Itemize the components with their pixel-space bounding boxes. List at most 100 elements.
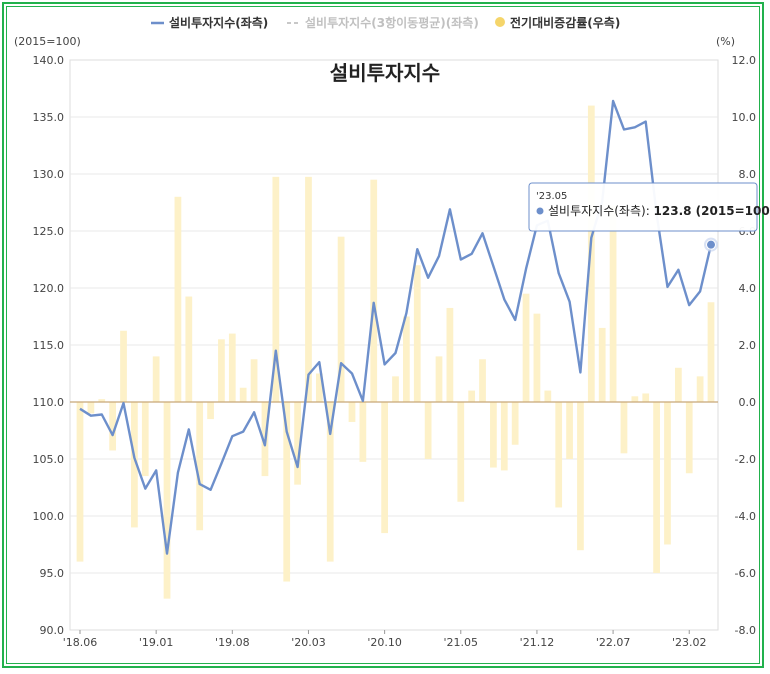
left-tick-label: 120.0 — [33, 282, 65, 295]
index-point — [405, 312, 408, 315]
index-point — [481, 232, 484, 235]
change-bar — [152, 356, 160, 402]
change-bar — [348, 402, 356, 422]
index-point — [209, 488, 212, 491]
change-bar — [522, 293, 530, 402]
index-point — [111, 434, 114, 437]
left-tick-label: 90.0 — [40, 624, 65, 637]
change-bar — [305, 176, 312, 402]
tooltip-series-dot — [536, 207, 544, 215]
index-point — [383, 363, 386, 366]
change-bar — [109, 402, 117, 451]
tooltip-value: 123.8 (2015=100) — [654, 204, 770, 218]
index-point — [264, 444, 267, 447]
right-tick-label: 8.0 — [739, 168, 757, 181]
tooltip-body: 설비투자지수(좌측): 123.8 (2015=100) — [548, 204, 770, 218]
tooltip-series-name: 설비투자지수(좌측) — [548, 204, 646, 218]
change-bar — [207, 402, 214, 420]
change-bar — [218, 339, 225, 402]
index-point — [623, 128, 626, 131]
index-point — [253, 411, 256, 414]
index-point — [470, 252, 473, 255]
legend: 설비투자지수(좌측) 설비투자지수(3항이동평균)(좌측) 전기대비증감률(우측… — [151, 15, 620, 30]
x-tick-label: '20.03 — [291, 636, 326, 649]
index-point — [318, 361, 321, 364]
change-bar — [435, 356, 443, 402]
left-tick-label: 125.0 — [33, 225, 65, 238]
right-axis-unit: (%) — [716, 35, 735, 48]
index-point — [155, 469, 158, 472]
change-bar — [653, 402, 660, 573]
index-point — [296, 466, 299, 469]
index-point — [514, 319, 517, 322]
change-bar — [696, 376, 704, 402]
right-tick-label: -8.0 — [735, 624, 756, 637]
left-tick-label: 115.0 — [33, 339, 65, 352]
tooltip: '23.05 설비투자지수(좌측): 123.8 (2015=100) — [528, 182, 770, 232]
right-axis-ticks: 12.010.08.06.04.02.00.0-2.0-4.0-6.0-8.0 — [732, 54, 757, 637]
index-point — [351, 372, 354, 375]
change-bar — [272, 176, 280, 402]
legend-item-change-rate[interactable]: 전기대비증감률(우측) — [495, 15, 620, 30]
x-tick-label: '23.02 — [672, 636, 707, 649]
index-point — [633, 126, 636, 129]
index-point — [285, 430, 288, 433]
legend-dot-swatch — [495, 17, 505, 27]
index-line — [79, 99, 713, 555]
change-bar — [674, 367, 682, 402]
change-bar — [555, 402, 563, 508]
index-point — [459, 258, 462, 261]
right-tick-label: 2.0 — [739, 339, 757, 352]
left-tick-label: 110.0 — [33, 396, 65, 409]
change-bar — [664, 402, 671, 545]
x-tick-label: '21.05 — [444, 636, 479, 649]
legend-label-change-rate: 전기대비증감률(우측) — [510, 15, 620, 30]
index-point — [372, 301, 375, 304]
index-point — [568, 300, 571, 303]
change-bar — [403, 316, 410, 402]
index-point — [274, 349, 277, 352]
index-point — [122, 402, 125, 405]
index-point — [416, 248, 419, 251]
change-bar — [131, 402, 138, 528]
x-tick-label: '19.01 — [139, 636, 174, 649]
change-rate-bars — [76, 105, 715, 599]
right-tick-label: -2.0 — [735, 453, 756, 466]
change-bar — [392, 376, 399, 402]
legend-label-moving-average: 설비투자지수(3항이동평균)(좌측) — [305, 15, 479, 30]
index-point — [579, 371, 582, 374]
index-point — [166, 552, 169, 555]
change-bar — [685, 402, 693, 474]
index-point — [590, 236, 593, 239]
change-bar — [250, 359, 258, 402]
change-bar — [141, 402, 149, 477]
change-bar — [468, 390, 476, 402]
change-bar — [413, 265, 421, 402]
change-bar — [598, 327, 606, 402]
change-bar — [566, 402, 573, 459]
right-tick-label: 10.0 — [732, 111, 757, 124]
change-bar — [98, 399, 106, 402]
index-line-layer — [79, 99, 718, 555]
change-bar — [424, 402, 432, 459]
left-tick-label: 100.0 — [33, 510, 65, 523]
legend-item-moving-average[interactable]: 설비투자지수(3항이동평균)(좌측) — [287, 15, 479, 30]
index-point — [177, 471, 180, 474]
index-point — [307, 373, 310, 376]
x-tick-label: '20.10 — [367, 636, 402, 649]
index-point — [187, 428, 190, 431]
index-point — [100, 413, 103, 416]
change-bar — [500, 402, 508, 471]
change-bar — [490, 402, 497, 468]
legend-item-index[interactable]: 설비투자지수(좌측) — [151, 15, 268, 30]
change-bar — [315, 373, 323, 402]
index-point — [89, 414, 92, 417]
left-tick-label: 95.0 — [40, 567, 65, 580]
change-bar — [370, 179, 378, 402]
change-bar — [283, 402, 291, 582]
change-bar — [631, 396, 639, 402]
inner-frame — [6, 6, 760, 664]
change-bar — [239, 387, 247, 402]
index-point — [492, 265, 495, 268]
